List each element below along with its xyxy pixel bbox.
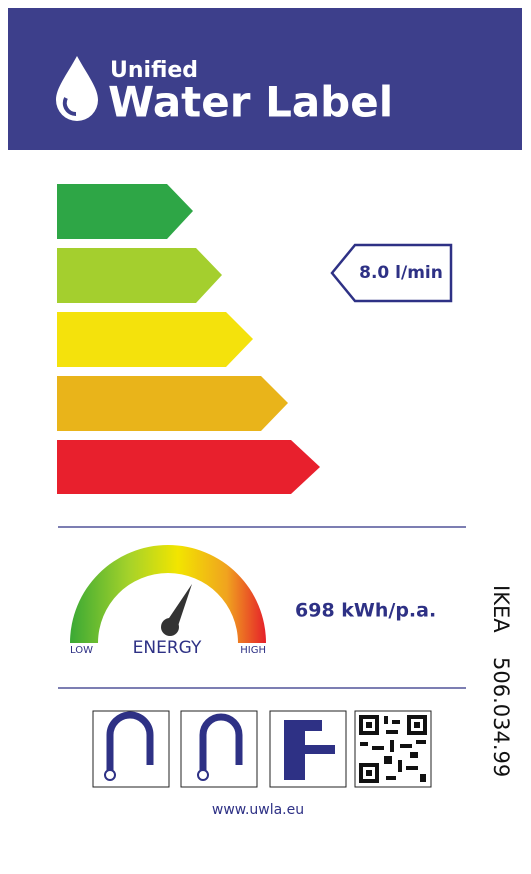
rating-pointer xyxy=(330,243,453,303)
energy-gauge xyxy=(70,545,266,643)
faucet-icon xyxy=(199,713,243,780)
gauge-hub xyxy=(161,618,179,636)
class-arrow xyxy=(57,440,320,494)
title-small: Unified xyxy=(110,58,198,83)
gauge-high: HIGH xyxy=(240,645,266,656)
class-arrow xyxy=(57,312,253,367)
icon-detail xyxy=(197,769,209,781)
product-id: IKEA 506.034.99 xyxy=(489,585,513,777)
icon-box xyxy=(269,710,347,788)
energy-consumption: 698 kWh/p.a. xyxy=(295,600,436,622)
feature-icons xyxy=(92,710,432,788)
header-band xyxy=(8,8,522,150)
title-large: Water Label xyxy=(108,78,393,127)
class-arrow xyxy=(57,248,222,303)
icon-detail xyxy=(104,769,116,781)
hose-faucet-icon xyxy=(106,711,154,780)
footer-url: www.uwla.eu xyxy=(212,802,304,818)
class-arrow xyxy=(57,184,193,239)
icon-box xyxy=(354,710,432,788)
icon-box xyxy=(92,710,170,788)
article-number: 506.034.99 xyxy=(489,657,513,777)
drop-highlight xyxy=(62,97,77,117)
brand: IKEA xyxy=(489,585,513,633)
flow-rate: 8.0 l/min xyxy=(359,263,443,283)
class-arrow xyxy=(57,376,288,431)
mixer-icon xyxy=(284,720,335,780)
gauge-label: ENERGY xyxy=(133,638,202,658)
qr-code xyxy=(359,715,427,783)
gauge-low: LOW xyxy=(70,645,93,656)
icon-box xyxy=(180,710,258,788)
